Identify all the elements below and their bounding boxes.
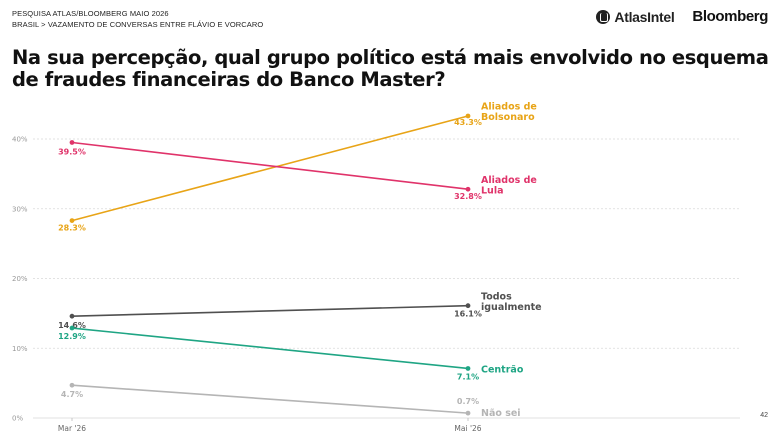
data-point — [69, 140, 75, 145]
data-point — [69, 313, 75, 319]
page-number: 42 — [760, 412, 768, 419]
atlasintel-logo-icon — [596, 9, 611, 24]
data-label: 28.3% — [58, 224, 86, 233]
report-header: PESQUISA ATLAS/BLOOMBERG MAIO 2026 BRASI… — [12, 8, 263, 30]
series-line — [71, 115, 469, 222]
series-name-label: Aliados de Bolsonaro — [481, 102, 537, 124]
series-name-line: Lula — [481, 185, 503, 196]
data-point — [69, 382, 75, 388]
series-name-label: Centrão — [481, 364, 524, 375]
series-name-line: Não sei — [481, 408, 521, 419]
data-label: 32.8% — [454, 192, 482, 201]
series-name-label: Aliados de Lula — [481, 175, 537, 197]
data-point — [69, 325, 75, 331]
data-label: 12.9% — [58, 332, 86, 341]
bloomberg-logo: Bloomberg — [692, 8, 768, 25]
data-point — [465, 303, 471, 309]
data-point — [465, 113, 471, 119]
atlasintel-logo: AtlasIntel — [596, 8, 675, 25]
series-line — [71, 304, 469, 317]
series-name-line: Bolsonaro — [481, 112, 535, 123]
series-name-label: Não sei — [481, 408, 521, 419]
y-tick-label: 40% — [12, 136, 28, 144]
logos: AtlasIntel Bloomberg — [596, 8, 768, 25]
data-label: 0.7% — [457, 397, 479, 406]
series-name-label: Todos igualmente — [481, 291, 542, 313]
x-tick-label: Mai '26 — [454, 424, 481, 433]
survey-label: PESQUISA ATLAS/BLOOMBERG MAIO 2026 — [12, 9, 169, 18]
data-label: 43.3% — [454, 118, 482, 127]
data-label: 16.1% — [454, 310, 482, 319]
data-point — [465, 186, 471, 192]
series-line — [71, 141, 469, 191]
data-point — [465, 410, 471, 416]
data-label: 39.5% — [58, 147, 86, 156]
data-point — [465, 366, 471, 371]
chart-title: Na sua percepção, qual grupo político es… — [12, 46, 769, 91]
data-label: 4.7% — [61, 390, 83, 399]
breadcrumb: BRASIL > VAZAMENTO DE CONVERSAS ENTRE FL… — [12, 20, 264, 29]
atlasintel-logo-text: AtlasIntel — [614, 8, 675, 25]
y-tick-label: 0% — [12, 415, 23, 423]
y-tick-label: 20% — [12, 275, 28, 283]
series-name-line: igualmente — [481, 302, 542, 313]
series-line — [71, 327, 469, 370]
y-tick-label: 30% — [12, 205, 28, 213]
series-name-line: Aliados de — [481, 175, 537, 186]
data-label: 7.1% — [457, 372, 479, 381]
x-tick-label: Mar '26 — [58, 424, 86, 433]
series-name-line: Todos — [481, 291, 512, 302]
y-tick-label: 10% — [12, 345, 28, 353]
series-name-line: Aliados de — [481, 102, 537, 113]
series-name-line: Centrão — [481, 364, 524, 375]
data-point — [69, 218, 75, 224]
series-line — [71, 384, 469, 414]
